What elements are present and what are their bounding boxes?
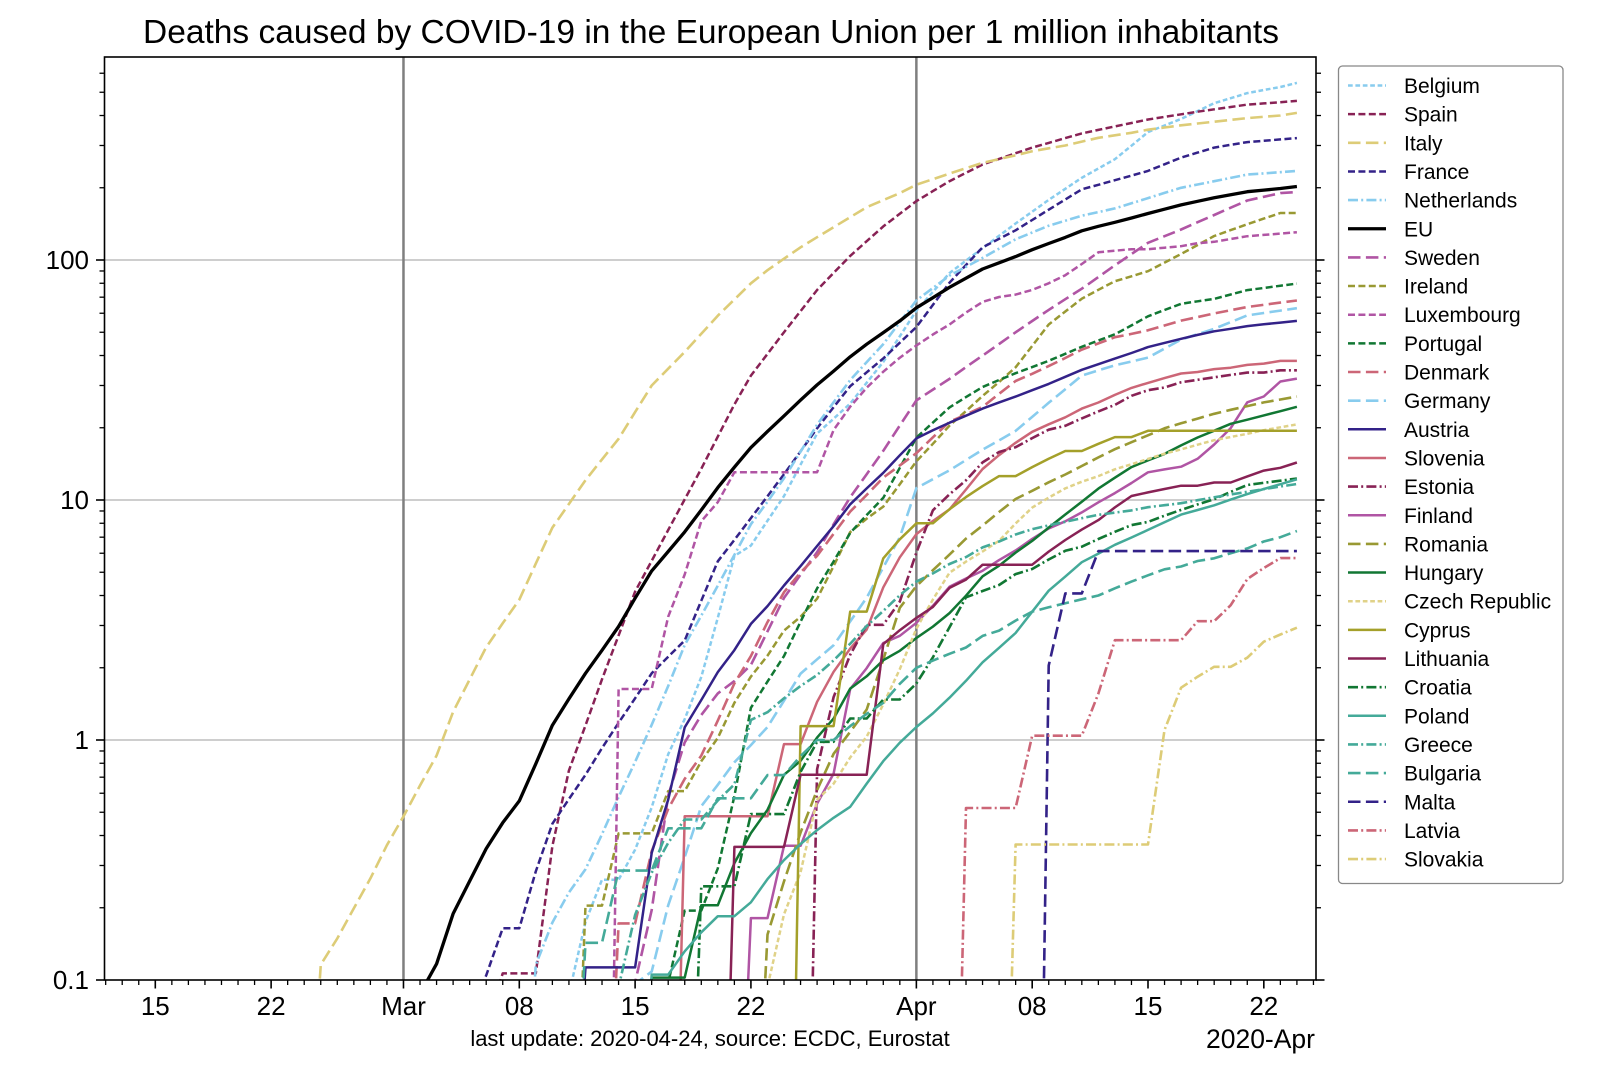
svg-text:Sweden: Sweden	[1404, 247, 1480, 270]
svg-text:Hungary: Hungary	[1404, 562, 1484, 585]
svg-text:08: 08	[1018, 991, 1047, 1021]
svg-text:Lithuania: Lithuania	[1404, 648, 1490, 671]
svg-text:Spain: Spain	[1404, 104, 1458, 127]
svg-text:EU: EU	[1404, 218, 1433, 241]
svg-text:100: 100	[46, 245, 89, 275]
svg-text:22: 22	[736, 991, 765, 1021]
svg-text:Finland: Finland	[1404, 505, 1473, 528]
svg-text:Mar: Mar	[381, 991, 426, 1021]
svg-text:Italy: Italy	[1404, 132, 1443, 155]
svg-text:Ireland: Ireland	[1404, 276, 1468, 299]
svg-text:10: 10	[60, 485, 89, 515]
svg-text:Portugal: Portugal	[1404, 333, 1482, 356]
svg-text:Estonia: Estonia	[1404, 476, 1474, 499]
svg-text:Austria: Austria	[1404, 419, 1470, 442]
svg-text:Apr: Apr	[896, 991, 937, 1021]
svg-text:Czech Republic: Czech Republic	[1404, 591, 1551, 614]
svg-text:15: 15	[141, 991, 170, 1021]
svg-text:Denmark: Denmark	[1404, 362, 1490, 385]
svg-text:2020-Apr: 2020-Apr	[1206, 1024, 1315, 1054]
svg-text:Greece: Greece	[1404, 734, 1473, 757]
svg-text:Belgium: Belgium	[1404, 75, 1480, 98]
svg-text:Germany: Germany	[1404, 390, 1491, 413]
svg-text:Slovakia: Slovakia	[1404, 849, 1484, 872]
svg-text:last update: 2020-04-24, sourc: last update: 2020-04-24, source: ECDC, E…	[470, 1026, 949, 1051]
svg-text:Romania: Romania	[1404, 533, 1488, 556]
svg-text:Poland: Poland	[1404, 705, 1469, 728]
svg-text:0.1: 0.1	[53, 965, 89, 995]
svg-text:Croatia: Croatia	[1404, 677, 1472, 700]
svg-text:Luxembourg: Luxembourg	[1404, 304, 1521, 327]
svg-text:22: 22	[1249, 991, 1278, 1021]
svg-text:15: 15	[621, 991, 650, 1021]
svg-text:Bulgaria: Bulgaria	[1404, 763, 1481, 786]
svg-text:Slovenia: Slovenia	[1404, 447, 1485, 470]
svg-text:France: France	[1404, 161, 1469, 184]
svg-text:1: 1	[75, 725, 89, 755]
svg-text:Latvia: Latvia	[1404, 820, 1460, 843]
svg-text:Netherlands: Netherlands	[1404, 190, 1517, 213]
svg-text:22: 22	[257, 991, 286, 1021]
svg-text:Cyprus: Cyprus	[1404, 619, 1471, 642]
svg-text:Malta: Malta	[1404, 791, 1456, 814]
svg-text:Deaths caused by COVID-19 in t: Deaths caused by COVID-19 in the Europea…	[143, 14, 1279, 51]
svg-text:15: 15	[1134, 991, 1163, 1021]
svg-text:08: 08	[505, 991, 534, 1021]
